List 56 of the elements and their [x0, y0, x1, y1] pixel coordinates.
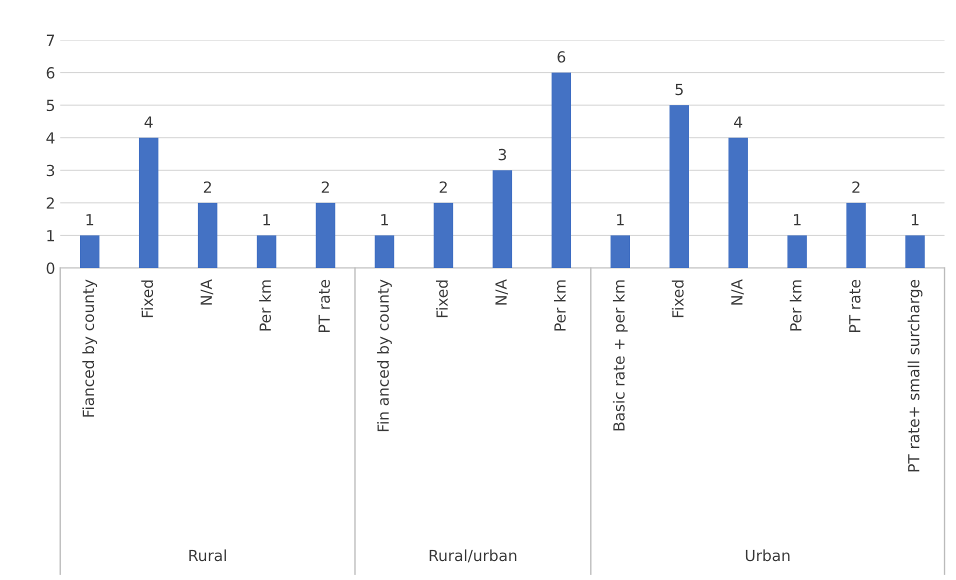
x-tick-label: Per km — [554, 280, 566, 330]
bar — [670, 105, 689, 268]
data-label: 4 — [144, 116, 153, 128]
bar — [316, 202, 336, 268]
y-tick-label: 1 — [47, 230, 54, 242]
y-tick-label: 5 — [46, 100, 54, 112]
x-tick-label: N/A — [731, 279, 744, 305]
bar — [374, 235, 394, 268]
bar — [905, 235, 925, 268]
data-label: 2 — [204, 181, 211, 193]
bar — [610, 235, 630, 268]
bar — [492, 170, 512, 268]
bar — [552, 72, 572, 268]
text: Rural — [189, 549, 226, 562]
y-tick-label: 2 — [46, 197, 54, 209]
text: Rural/urban — [430, 549, 516, 562]
x-tick-label: Fixed — [672, 280, 684, 318]
bar — [198, 202, 218, 268]
data-label: 1 — [912, 214, 918, 226]
text: Urban — [746, 549, 790, 562]
x-tick-label: Fixed — [141, 280, 154, 318]
y-tick-label: 4 — [46, 132, 55, 144]
x-tick-label: N/A — [495, 279, 508, 305]
data-label: 2 — [322, 181, 329, 193]
data-label: 3 — [498, 148, 506, 160]
bar — [434, 202, 454, 268]
bar — [728, 138, 748, 268]
bar — [80, 235, 100, 268]
x-tick-label: PT rate — [849, 280, 861, 332]
x-tick-label: PT rate — [318, 280, 330, 332]
x-tick-label: Fin anced by county — [377, 280, 392, 432]
y-tick-label: 0 — [46, 262, 54, 274]
data-label: 5 — [676, 84, 683, 96]
x-tick-label: Fixed — [436, 280, 448, 318]
bar — [787, 235, 807, 268]
x-tick-label: Basic rate + per km — [612, 280, 628, 430]
bar — [256, 235, 276, 268]
data-label: 1 — [794, 214, 801, 226]
data-label: 1 — [263, 214, 270, 226]
data-label: 1 — [381, 214, 388, 226]
x-tick-label: Per km — [790, 280, 802, 330]
data-label: 1 — [86, 214, 94, 226]
data-label: 6 — [558, 51, 566, 63]
y-tick-label: 6 — [46, 67, 54, 79]
x-tick-label: N/A — [200, 279, 214, 305]
data-label: 2 — [852, 181, 860, 193]
y-tick-label: 7 — [46, 34, 54, 46]
data-label: 2 — [440, 181, 447, 193]
data-label: 4 — [734, 116, 742, 128]
x-tick-label: Fianced by county — [82, 280, 98, 417]
x-tick-label: PT rate+ small surcharge — [908, 280, 922, 472]
y-tick-label: 3 — [46, 164, 54, 176]
data-label: 1 — [617, 214, 624, 226]
bar — [138, 138, 158, 268]
x-tick-label: Per km — [259, 280, 271, 330]
bar — [846, 202, 866, 268]
